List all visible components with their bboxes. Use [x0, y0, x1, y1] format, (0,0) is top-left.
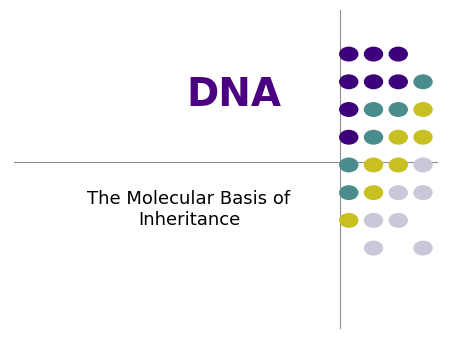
Circle shape: [389, 47, 407, 61]
Circle shape: [340, 75, 358, 89]
Circle shape: [414, 130, 432, 144]
Circle shape: [340, 158, 358, 172]
Circle shape: [389, 214, 407, 227]
Circle shape: [389, 186, 407, 199]
Circle shape: [364, 47, 382, 61]
Circle shape: [340, 214, 358, 227]
Circle shape: [364, 241, 382, 255]
Circle shape: [340, 103, 358, 116]
Circle shape: [364, 130, 382, 144]
Circle shape: [364, 214, 382, 227]
Circle shape: [414, 241, 432, 255]
Circle shape: [364, 75, 382, 89]
Circle shape: [364, 186, 382, 199]
Text: The Molecular Basis of
Inheritance: The Molecular Basis of Inheritance: [87, 190, 291, 229]
Circle shape: [340, 47, 358, 61]
Circle shape: [389, 158, 407, 172]
Circle shape: [414, 103, 432, 116]
Circle shape: [414, 158, 432, 172]
Circle shape: [364, 158, 382, 172]
Text: DNA: DNA: [186, 76, 282, 114]
Circle shape: [414, 186, 432, 199]
Circle shape: [364, 103, 382, 116]
Circle shape: [414, 75, 432, 89]
Circle shape: [340, 130, 358, 144]
Circle shape: [389, 103, 407, 116]
Circle shape: [340, 186, 358, 199]
Circle shape: [389, 75, 407, 89]
Circle shape: [389, 130, 407, 144]
